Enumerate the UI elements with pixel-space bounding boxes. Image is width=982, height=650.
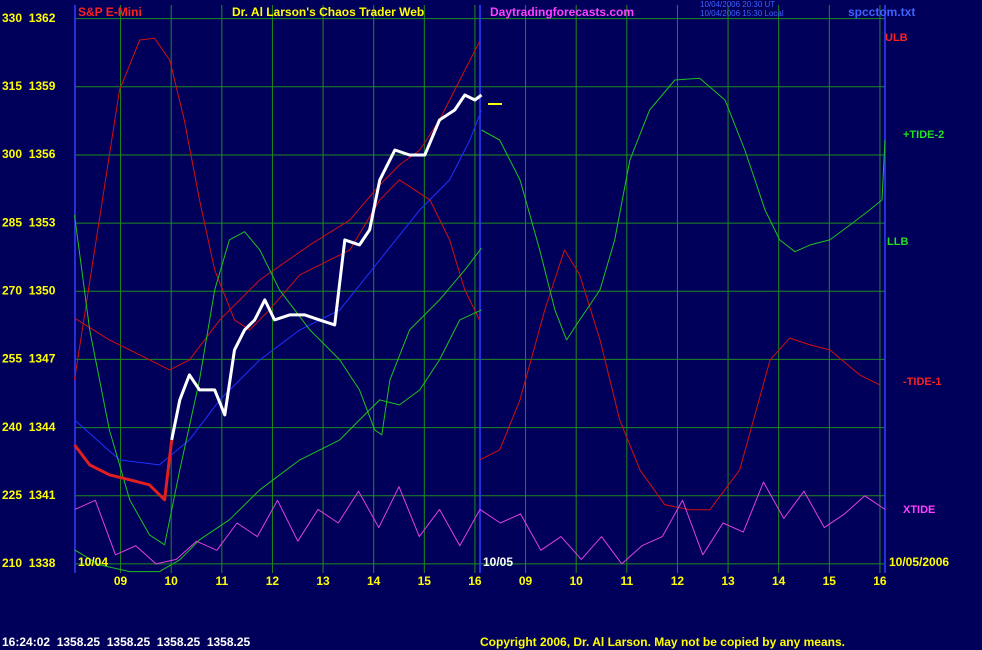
series-label: +TIDE-2 <box>903 129 944 141</box>
x-tick-label: 11 <box>620 574 633 588</box>
x-tick-label: 14 <box>772 574 786 588</box>
series-label: -TIDE-1 <box>903 376 942 388</box>
x-tick-label: 15 <box>418 574 432 588</box>
x-tick-label: 16 <box>468 574 482 588</box>
y-tick-label: 300 1356 <box>2 147 56 161</box>
filename: spcctom.txt <box>848 5 915 19</box>
chart-title: Dr. Al Larson's Chaos Trader Web <box>232 5 424 19</box>
series-line <box>74 37 480 380</box>
symbol: S&P E-Mini <box>78 5 142 19</box>
website: Daytradingforecasts.com <box>490 5 634 19</box>
timestamp: 10/04/2006 20:30 UT <box>700 0 775 9</box>
series-line <box>479 249 881 511</box>
x-tick-label: 14 <box>367 574 381 588</box>
series-label: ULB <box>885 32 908 44</box>
x-tick-label: 12 <box>671 574 685 588</box>
x-tick-label: 13 <box>721 574 735 588</box>
timestamp: 10/04/2006 15:30 Local <box>700 9 784 18</box>
x-tick-label: 10 <box>165 574 179 588</box>
copyright: Copyright 2006, Dr. Al Larson. May not b… <box>480 635 845 649</box>
x-tick-label: 11 <box>215 574 228 588</box>
series-line <box>74 109 482 466</box>
x-tick-label: 15 <box>823 574 837 588</box>
x-tick-label: 12 <box>266 574 280 588</box>
grid <box>75 5 885 573</box>
y-tick-label: 255 1347 <box>2 352 56 366</box>
series-line <box>74 481 886 565</box>
x-tick-label: 13 <box>316 574 330 588</box>
y-tick-label: 210 1338 <box>2 556 56 570</box>
y-tick-label: 240 1344 <box>2 420 56 434</box>
series-line <box>74 309 482 573</box>
series-line <box>74 41 480 371</box>
date-label: 10/04 <box>78 555 108 569</box>
x-tick-label: 09 <box>114 574 128 588</box>
series-label: XTIDE <box>903 504 935 516</box>
series <box>73 37 886 573</box>
series-line <box>170 93 483 441</box>
y-tick-label: 330 1362 <box>2 11 56 25</box>
x-tick-label: 09 <box>519 574 533 588</box>
y-tick-label: 270 1350 <box>2 283 56 297</box>
series-line <box>73 439 174 502</box>
series-line <box>74 214 482 546</box>
y-tick-label: 315 1359 <box>2 79 56 93</box>
series-line <box>481 77 886 341</box>
status-line: 16:24:02 1358.25 1358.25 1358.25 1358.25 <box>2 635 251 649</box>
y-tick-label: 225 1341 <box>2 488 56 502</box>
date-label: 10/05 <box>483 555 513 569</box>
date-label: 10/05/2006 <box>889 555 949 569</box>
x-tick-label: 16 <box>873 574 887 588</box>
x-tick-label: 10 <box>570 574 584 588</box>
series-label: LLB <box>887 236 908 248</box>
y-tick-label: 285 1353 <box>2 215 56 229</box>
